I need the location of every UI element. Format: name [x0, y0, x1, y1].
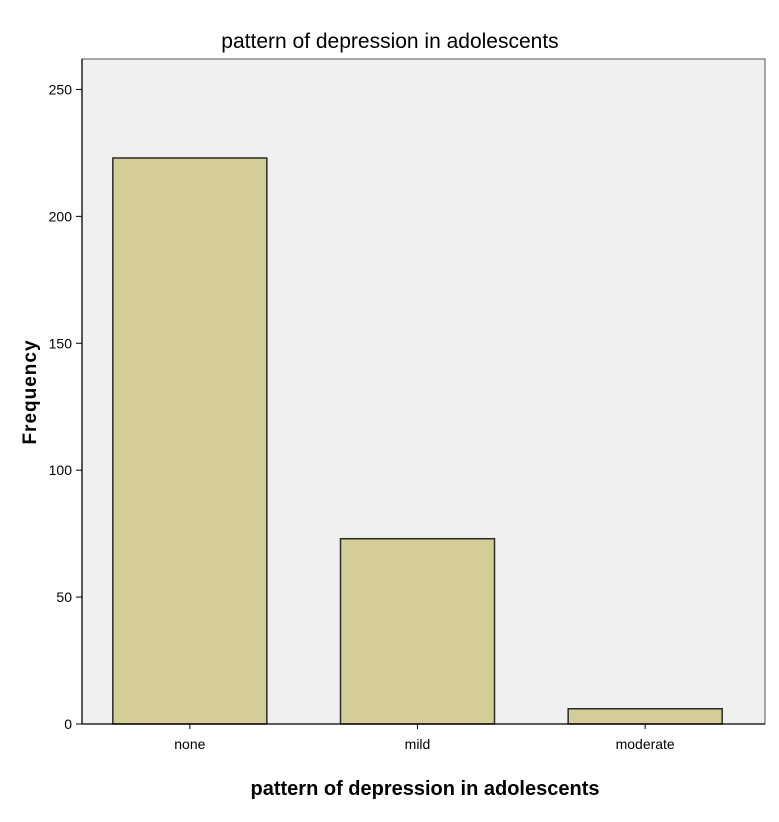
bars-group	[112, 157, 723, 725]
y-axis-label: Frequency	[20, 339, 41, 444]
y-tick-label: 250	[49, 81, 73, 97]
bar-none	[112, 157, 268, 725]
x-axis-label: pattern of depression in adolescents	[251, 778, 600, 800]
y-tick-label: 100	[49, 462, 73, 478]
y-ticks-group: 0 50 100 150 200 250	[49, 81, 82, 732]
x-ticks-group: none mild moderate	[174, 724, 675, 752]
y-tick-label: 200	[49, 208, 73, 224]
y-tick-label: 0	[64, 716, 72, 732]
x-tick-label: mild	[405, 736, 431, 752]
y-tick-label: 150	[49, 335, 73, 351]
bar-mild	[339, 537, 496, 725]
y-tick-label: 50	[56, 589, 72, 605]
bar-moderate	[567, 708, 723, 725]
x-tick-label: none	[174, 736, 205, 752]
chart-title: pattern of depression in adolescents	[221, 30, 558, 53]
x-tick-label: moderate	[616, 736, 675, 752]
